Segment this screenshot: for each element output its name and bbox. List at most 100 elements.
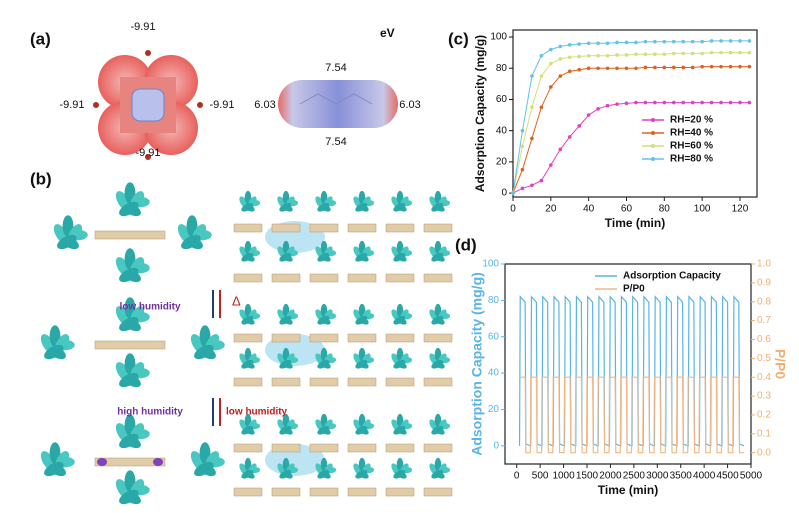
linker [233, 223, 263, 233]
linker [271, 487, 301, 497]
y-tick-label: 80 [496, 63, 508, 74]
cluster [241, 315, 254, 325]
x-tick-label: 3500 [670, 471, 693, 482]
data-point [671, 51, 676, 56]
linker [271, 377, 301, 387]
cluster [317, 202, 330, 212]
legend-marker [651, 131, 655, 135]
data-point [586, 53, 591, 58]
x-tick-label: 1000 [552, 471, 575, 482]
data-point [700, 64, 704, 69]
legend-label: P/P0 [623, 284, 645, 295]
linker [309, 487, 339, 497]
data-point [747, 100, 752, 105]
y2-tick-label: 0.6 [757, 334, 771, 345]
cluster [119, 489, 139, 505]
cluster [431, 315, 444, 325]
data-point [747, 39, 752, 43]
linker [309, 273, 339, 283]
x-tick-label: 0 [510, 204, 516, 215]
plot-frame [504, 263, 752, 465]
data-point [567, 55, 572, 60]
linker [271, 223, 301, 233]
linker [347, 273, 377, 283]
data-point [653, 65, 657, 70]
linker [423, 377, 453, 387]
data-point [738, 100, 742, 105]
cluster [431, 425, 444, 435]
data-point [643, 65, 648, 70]
cluster [119, 267, 139, 283]
y-tick-label: 60 [488, 331, 500, 342]
linker [347, 443, 377, 453]
y-tick-label: 20 [496, 157, 508, 168]
data-point [653, 100, 657, 105]
legend-label: RH=60 % [670, 141, 713, 152]
cluster [241, 202, 254, 212]
data-point [605, 103, 610, 108]
data-point [615, 102, 619, 106]
data-point [700, 51, 704, 56]
data-point [662, 65, 667, 70]
x-tick-label: 1500 [576, 471, 599, 482]
data-point [596, 41, 600, 46]
linker [94, 340, 166, 350]
cluster [119, 316, 139, 332]
data-point [596, 53, 600, 58]
data-point [681, 65, 686, 70]
data-point [681, 100, 686, 105]
cluster [119, 201, 139, 217]
esp-value: 7.54 [325, 136, 346, 148]
linker [385, 377, 415, 387]
cluster [317, 425, 330, 435]
cluster [194, 461, 214, 477]
y2-tick-label: 1.0 [757, 259, 771, 270]
y2-tick-label: 0.9 [757, 278, 771, 289]
linker [423, 223, 453, 233]
cluster [279, 469, 292, 479]
y-tick-label: 40 [488, 368, 500, 379]
y2-axis-label: P/P0 [772, 349, 788, 380]
y2-tick-label: 0.2 [757, 410, 771, 421]
data-point [624, 101, 629, 106]
y-tick-label: 60 [496, 94, 508, 105]
linker [347, 377, 377, 387]
plot-frame [512, 29, 758, 198]
y-axis-label: Adsorption Capacity (mg/g) [469, 272, 485, 456]
data-point [577, 42, 582, 46]
legend-label: RH=40 % [670, 128, 713, 139]
data-point [690, 100, 695, 105]
panel-label: (d) [455, 235, 477, 254]
condition-label: Δ [232, 293, 241, 308]
data-point [624, 66, 629, 71]
data-point [558, 147, 563, 152]
data-point [690, 65, 695, 70]
data-point [738, 39, 742, 43]
data-point [624, 53, 629, 57]
linker [309, 223, 339, 233]
condition-label: low humidity [119, 302, 181, 313]
linker [233, 333, 263, 343]
cluster [393, 425, 406, 435]
y2-tick-label: 0.8 [757, 296, 771, 307]
panel-label: (a) [30, 29, 51, 48]
cluster [317, 252, 330, 262]
cluster [119, 372, 139, 388]
data-point [634, 100, 638, 105]
x-tick-label: 120 [732, 204, 749, 215]
cluster [431, 252, 444, 262]
data-point [728, 39, 733, 43]
cluster [355, 252, 368, 262]
data-point [549, 61, 553, 66]
data-point [530, 136, 534, 141]
cluster [317, 469, 330, 479]
data-point [577, 67, 582, 72]
y-tick-label: 100 [482, 259, 499, 270]
linker [423, 443, 453, 453]
data-point [615, 53, 619, 57]
data-point [520, 167, 525, 172]
data-point [747, 50, 752, 55]
x-tick-label: 2000 [599, 471, 622, 482]
esp-value: -9.91 [130, 21, 155, 33]
series-line [512, 102, 750, 194]
